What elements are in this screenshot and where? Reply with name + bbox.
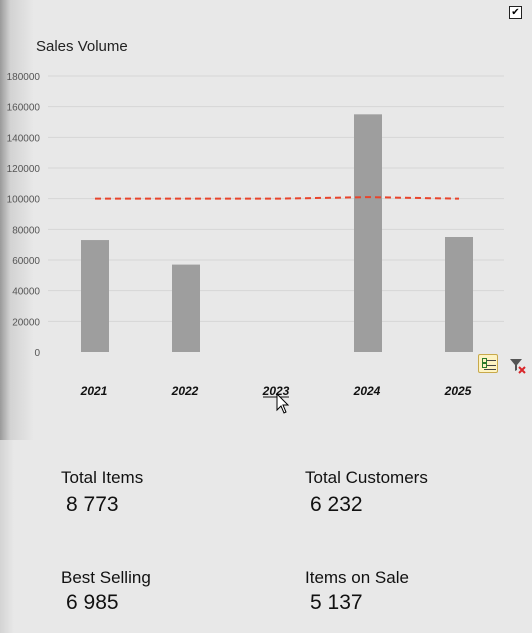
- x-category-2023[interactable]: 2023: [262, 384, 290, 398]
- target-line: [95, 196, 460, 200]
- y-tick-label: 160000: [7, 103, 41, 114]
- select-checkbox[interactable]: ✔: [509, 6, 522, 19]
- y-axis-ticks: 0 20000 40000 60000 80000 100000 120000 140000 1…: [7, 72, 41, 359]
- x-category-2022[interactable]: 2022: [171, 384, 199, 398]
- kpi-items-on-sale-label: Items on Sale: [305, 568, 409, 587]
- x-category-2024[interactable]: 2024: [353, 384, 381, 398]
- bar-2024[interactable]: [354, 114, 382, 352]
- y-tick-label: 100000: [7, 195, 41, 206]
- x-axis-categories: 2021 2022 2023 2024 2025: [80, 384, 472, 398]
- y-tick-label: 180000: [7, 72, 41, 83]
- panel-shadow-lower: [0, 440, 14, 633]
- y-tick-label: 0: [34, 348, 40, 359]
- multi-select-button[interactable]: [478, 354, 498, 373]
- sales-volume-chart: 0 20000 40000 60000 80000 100000 120000 140000 1…: [7, 72, 504, 398]
- target-line-group: [95, 196, 460, 200]
- kpi-total-items-label: Total Items: [61, 468, 144, 487]
- bar-2022[interactable]: [172, 264, 200, 352]
- chart-title: Sales Volume: [36, 38, 128, 55]
- clear-filter-button[interactable]: [509, 357, 527, 375]
- bar-2021[interactable]: [81, 240, 109, 352]
- y-tick-label: 20000: [12, 317, 40, 328]
- x-category-2025[interactable]: 2025: [444, 384, 472, 398]
- y-tick-label: 40000: [12, 287, 40, 298]
- kpi-best-selling-value: 6 985: [66, 591, 119, 614]
- kpi-best-selling-label: Best Selling: [61, 568, 151, 587]
- x-category-2021[interactable]: 2021: [80, 384, 108, 398]
- clear-filter-icon: [510, 359, 526, 374]
- y-tick-label: 80000: [12, 225, 40, 236]
- y-tick-label: 120000: [7, 164, 41, 175]
- kpi-total-customers-value: 6 232: [310, 493, 363, 516]
- bars: [81, 114, 473, 352]
- y-tick-label: 60000: [12, 256, 40, 267]
- kpi-total-customers-label: Total Customers: [305, 468, 428, 487]
- bar-2025[interactable]: [445, 237, 473, 352]
- kpi-items-on-sale-value: 5 137: [310, 591, 363, 614]
- y-tick-label: 140000: [7, 133, 41, 144]
- mouse-cursor-icon: [276, 393, 290, 414]
- kpi-total-items-value: 8 773: [66, 493, 119, 516]
